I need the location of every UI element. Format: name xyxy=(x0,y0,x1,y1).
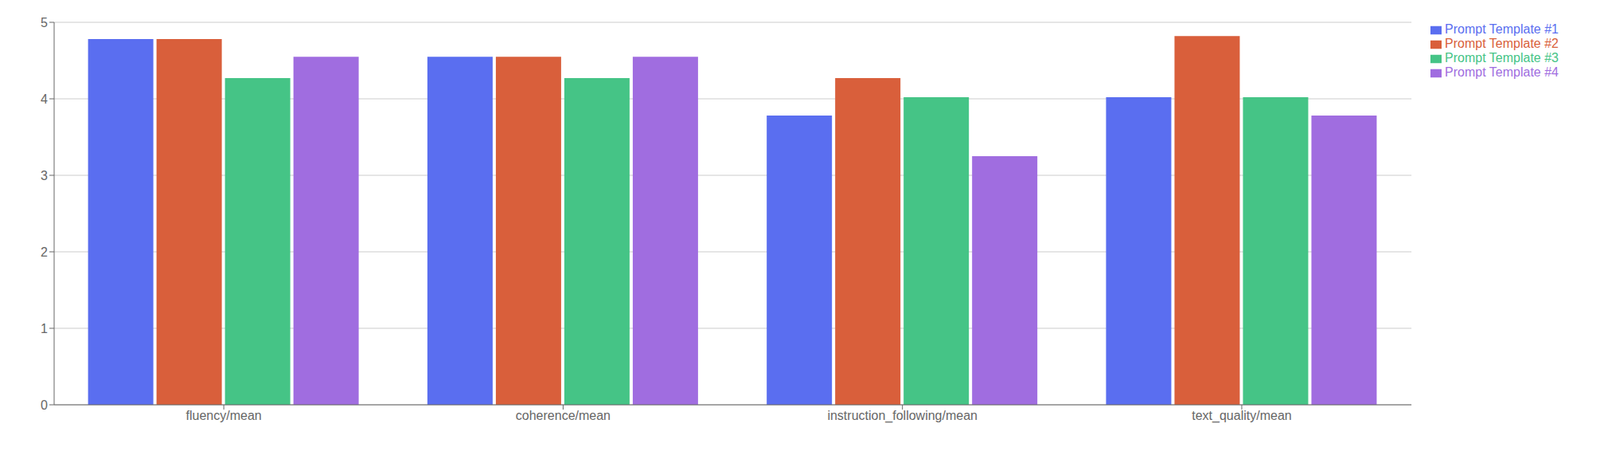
svg-text:0: 0 xyxy=(40,398,48,412)
svg-text:1: 1 xyxy=(40,321,48,336)
html-text:Prompt Template #4: Prompt Template #4 xyxy=(1444,65,1559,79)
svg-text:3: 3 xyxy=(40,168,48,183)
svg-text:instruction_following/mean: instruction_following/mean xyxy=(827,408,978,423)
svg-text:5: 5 xyxy=(40,15,48,30)
svg-text:fluency/mean: fluency/mean xyxy=(186,408,262,422)
svg-text:text_quality/mean: text_quality/mean xyxy=(1191,408,1292,423)
html-text:Prompt Template #1: Prompt Template #1 xyxy=(1444,22,1559,36)
html-text:Prompt Template #3: Prompt Template #3 xyxy=(1444,50,1559,65)
svg-text:2: 2 xyxy=(40,245,48,259)
svg-text:coherence/mean: coherence/mean xyxy=(515,408,611,422)
svg-text:4: 4 xyxy=(40,92,48,106)
html-text:Prompt Template #2: Prompt Template #2 xyxy=(1444,36,1559,51)
